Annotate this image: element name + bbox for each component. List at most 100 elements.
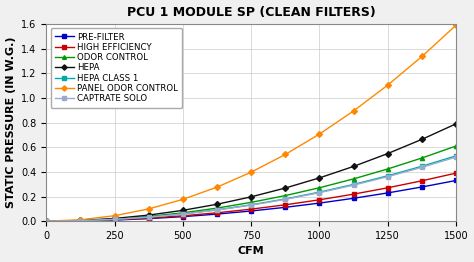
HEPA [43,220,49,223]
HIGH EFFICIENCY [283,203,288,206]
HIGH EFFICIENCY [419,179,425,182]
Line: CAPTRATE SOLO: CAPTRATE SOLO [44,155,458,223]
PANEL ODOR CONTROL [214,185,220,189]
HEPA CLASS 1 [180,212,186,215]
HEPA [351,165,356,168]
HEPA CLASS 1 [351,183,356,186]
CAPTRATE SOLO [146,216,152,219]
ODOR CONTROL [385,167,391,171]
ODOR CONTROL [78,219,83,222]
Line: HEPA CLASS 1: HEPA CLASS 1 [44,154,458,223]
HIGH EFFICIENCY [146,217,152,220]
PANEL ODOR CONTROL [180,198,186,201]
HEPA [419,138,425,141]
X-axis label: CFM: CFM [238,247,264,256]
HIGH EFFICIENCY [78,219,83,222]
HIGH EFFICIENCY [453,172,459,175]
CAPTRATE SOLO [385,175,391,178]
CAPTRATE SOLO [351,184,356,187]
ODOR CONTROL [180,211,186,214]
PANEL ODOR CONTROL [283,153,288,156]
PANEL ODOR CONTROL [317,133,322,136]
PANEL ODOR CONTROL [146,207,152,210]
HIGH EFFICIENCY [180,214,186,217]
ODOR CONTROL [248,201,254,204]
CAPTRATE SOLO [43,220,49,223]
PANEL ODOR CONTROL [43,220,49,223]
HEPA CLASS 1 [317,190,322,194]
PRE-FILTER [351,197,356,200]
HIGH EFFICIENCY [112,218,118,221]
HEPA CLASS 1 [146,216,152,219]
PRE-FILTER [78,219,83,222]
PRE-FILTER [283,206,288,209]
HEPA CLASS 1 [43,220,49,223]
ODOR CONTROL [351,177,356,181]
ODOR CONTROL [214,206,220,210]
CAPTRATE SOLO [453,155,459,159]
Line: ODOR CONTROL: ODOR CONTROL [44,144,458,223]
PRE-FILTER [146,217,152,220]
HEPA [453,122,459,125]
ODOR CONTROL [317,186,322,189]
PRE-FILTER [180,215,186,218]
ODOR CONTROL [146,215,152,218]
HEPA CLASS 1 [248,203,254,206]
Legend: PRE-FILTER, HIGH EFFICIENCY, ODOR CONTROL, HEPA, HEPA CLASS 1, PANEL ODOR CONTRO: PRE-FILTER, HIGH EFFICIENCY, ODOR CONTRO… [51,28,182,108]
HIGH EFFICIENCY [317,198,322,201]
HEPA CLASS 1 [385,174,391,177]
Line: HEPA: HEPA [44,122,458,223]
PANEL ODOR CONTROL [385,83,391,86]
HEPA CLASS 1 [283,197,288,200]
PANEL ODOR CONTROL [78,218,83,221]
HEPA [283,187,288,190]
PANEL ODOR CONTROL [419,55,425,58]
HEPA [317,176,322,179]
HEPA [78,219,83,222]
HEPA [112,217,118,220]
PANEL ODOR CONTROL [248,171,254,174]
CAPTRATE SOLO [214,209,220,212]
PRE-FILTER [43,220,49,223]
HEPA CLASS 1 [112,218,118,221]
HIGH EFFICIENCY [43,220,49,223]
PRE-FILTER [112,219,118,222]
CAPTRATE SOLO [283,198,288,201]
HIGH EFFICIENCY [351,193,356,196]
ODOR CONTROL [43,220,49,223]
PRE-FILTER [419,185,425,189]
Line: HIGH EFFICIENCY: HIGH EFFICIENCY [44,171,458,223]
PRE-FILTER [385,191,391,194]
PRE-FILTER [248,209,254,212]
ODOR CONTROL [283,194,288,197]
HEPA CLASS 1 [78,219,83,222]
HEPA [385,152,391,155]
CAPTRATE SOLO [317,191,322,194]
HEPA CLASS 1 [419,165,425,168]
CAPTRATE SOLO [78,219,83,222]
ODOR CONTROL [112,217,118,221]
CAPTRATE SOLO [248,204,254,207]
Y-axis label: STATIC PRESSURE (IN W.G.): STATIC PRESSURE (IN W.G.) [6,37,16,208]
HIGH EFFICIENCY [248,208,254,211]
HEPA CLASS 1 [453,154,459,157]
CAPTRATE SOLO [112,218,118,221]
PANEL ODOR CONTROL [351,109,356,112]
HEPA [146,214,152,217]
Line: PRE-FILTER: PRE-FILTER [44,178,458,223]
HIGH EFFICIENCY [214,211,220,214]
CAPTRATE SOLO [180,212,186,216]
Title: PCU 1 MODULE SP (CLEAN FILTERS): PCU 1 MODULE SP (CLEAN FILTERS) [127,6,375,19]
PRE-FILTER [214,212,220,216]
PANEL ODOR CONTROL [453,24,459,27]
HEPA [248,195,254,198]
PRE-FILTER [453,179,459,182]
PANEL ODOR CONTROL [112,214,118,217]
HEPA CLASS 1 [214,208,220,211]
HIGH EFFICIENCY [385,186,391,189]
ODOR CONTROL [453,144,459,148]
HEPA [214,203,220,206]
CAPTRATE SOLO [419,166,425,169]
ODOR CONTROL [419,156,425,160]
HEPA [180,209,186,212]
